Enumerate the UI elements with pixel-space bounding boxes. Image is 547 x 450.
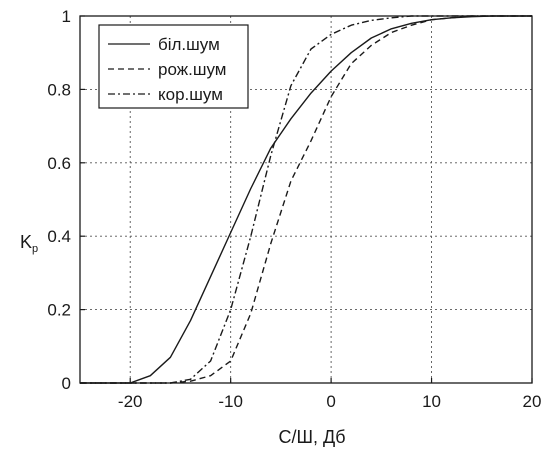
y-axis-label-main: K — [20, 232, 32, 252]
x-tick-label: -10 — [218, 392, 243, 411]
x-axis-label: С/Ш, Дб — [279, 427, 346, 447]
legend-label-rozh: рож.шум — [158, 60, 226, 79]
y-axis-label-sub: р — [32, 243, 38, 255]
x-tick-label: 20 — [523, 392, 542, 411]
plot-frame — [79, 15, 533, 384]
y-tick-label: 0 — [62, 374, 71, 393]
legend-box — [98, 24, 249, 109]
y-axis-label: Kр — [20, 232, 38, 255]
x-tick-label: 0 — [326, 392, 335, 411]
axis-ticks: -20 -10 0 10 20 0 0.2 0.4 0.6 0.8 1 — [47, 7, 541, 411]
y-tick-label: 0.6 — [47, 154, 71, 173]
legend: біл.шум рож.шум кор.шум — [98, 24, 249, 109]
y-tick-label: 0.8 — [47, 80, 71, 99]
y-tick-label: 0.4 — [47, 227, 71, 246]
x-tick-label: 10 — [422, 392, 441, 411]
y-tick-label: 0.2 — [47, 301, 71, 320]
series-line-1 — [80, 15, 532, 384]
y-tick-label: 1 — [62, 7, 71, 26]
legend-label-bil: біл.шум — [158, 35, 220, 54]
legend-label-kor: кор.шум — [158, 85, 223, 104]
x-tick-label: -20 — [118, 392, 143, 411]
